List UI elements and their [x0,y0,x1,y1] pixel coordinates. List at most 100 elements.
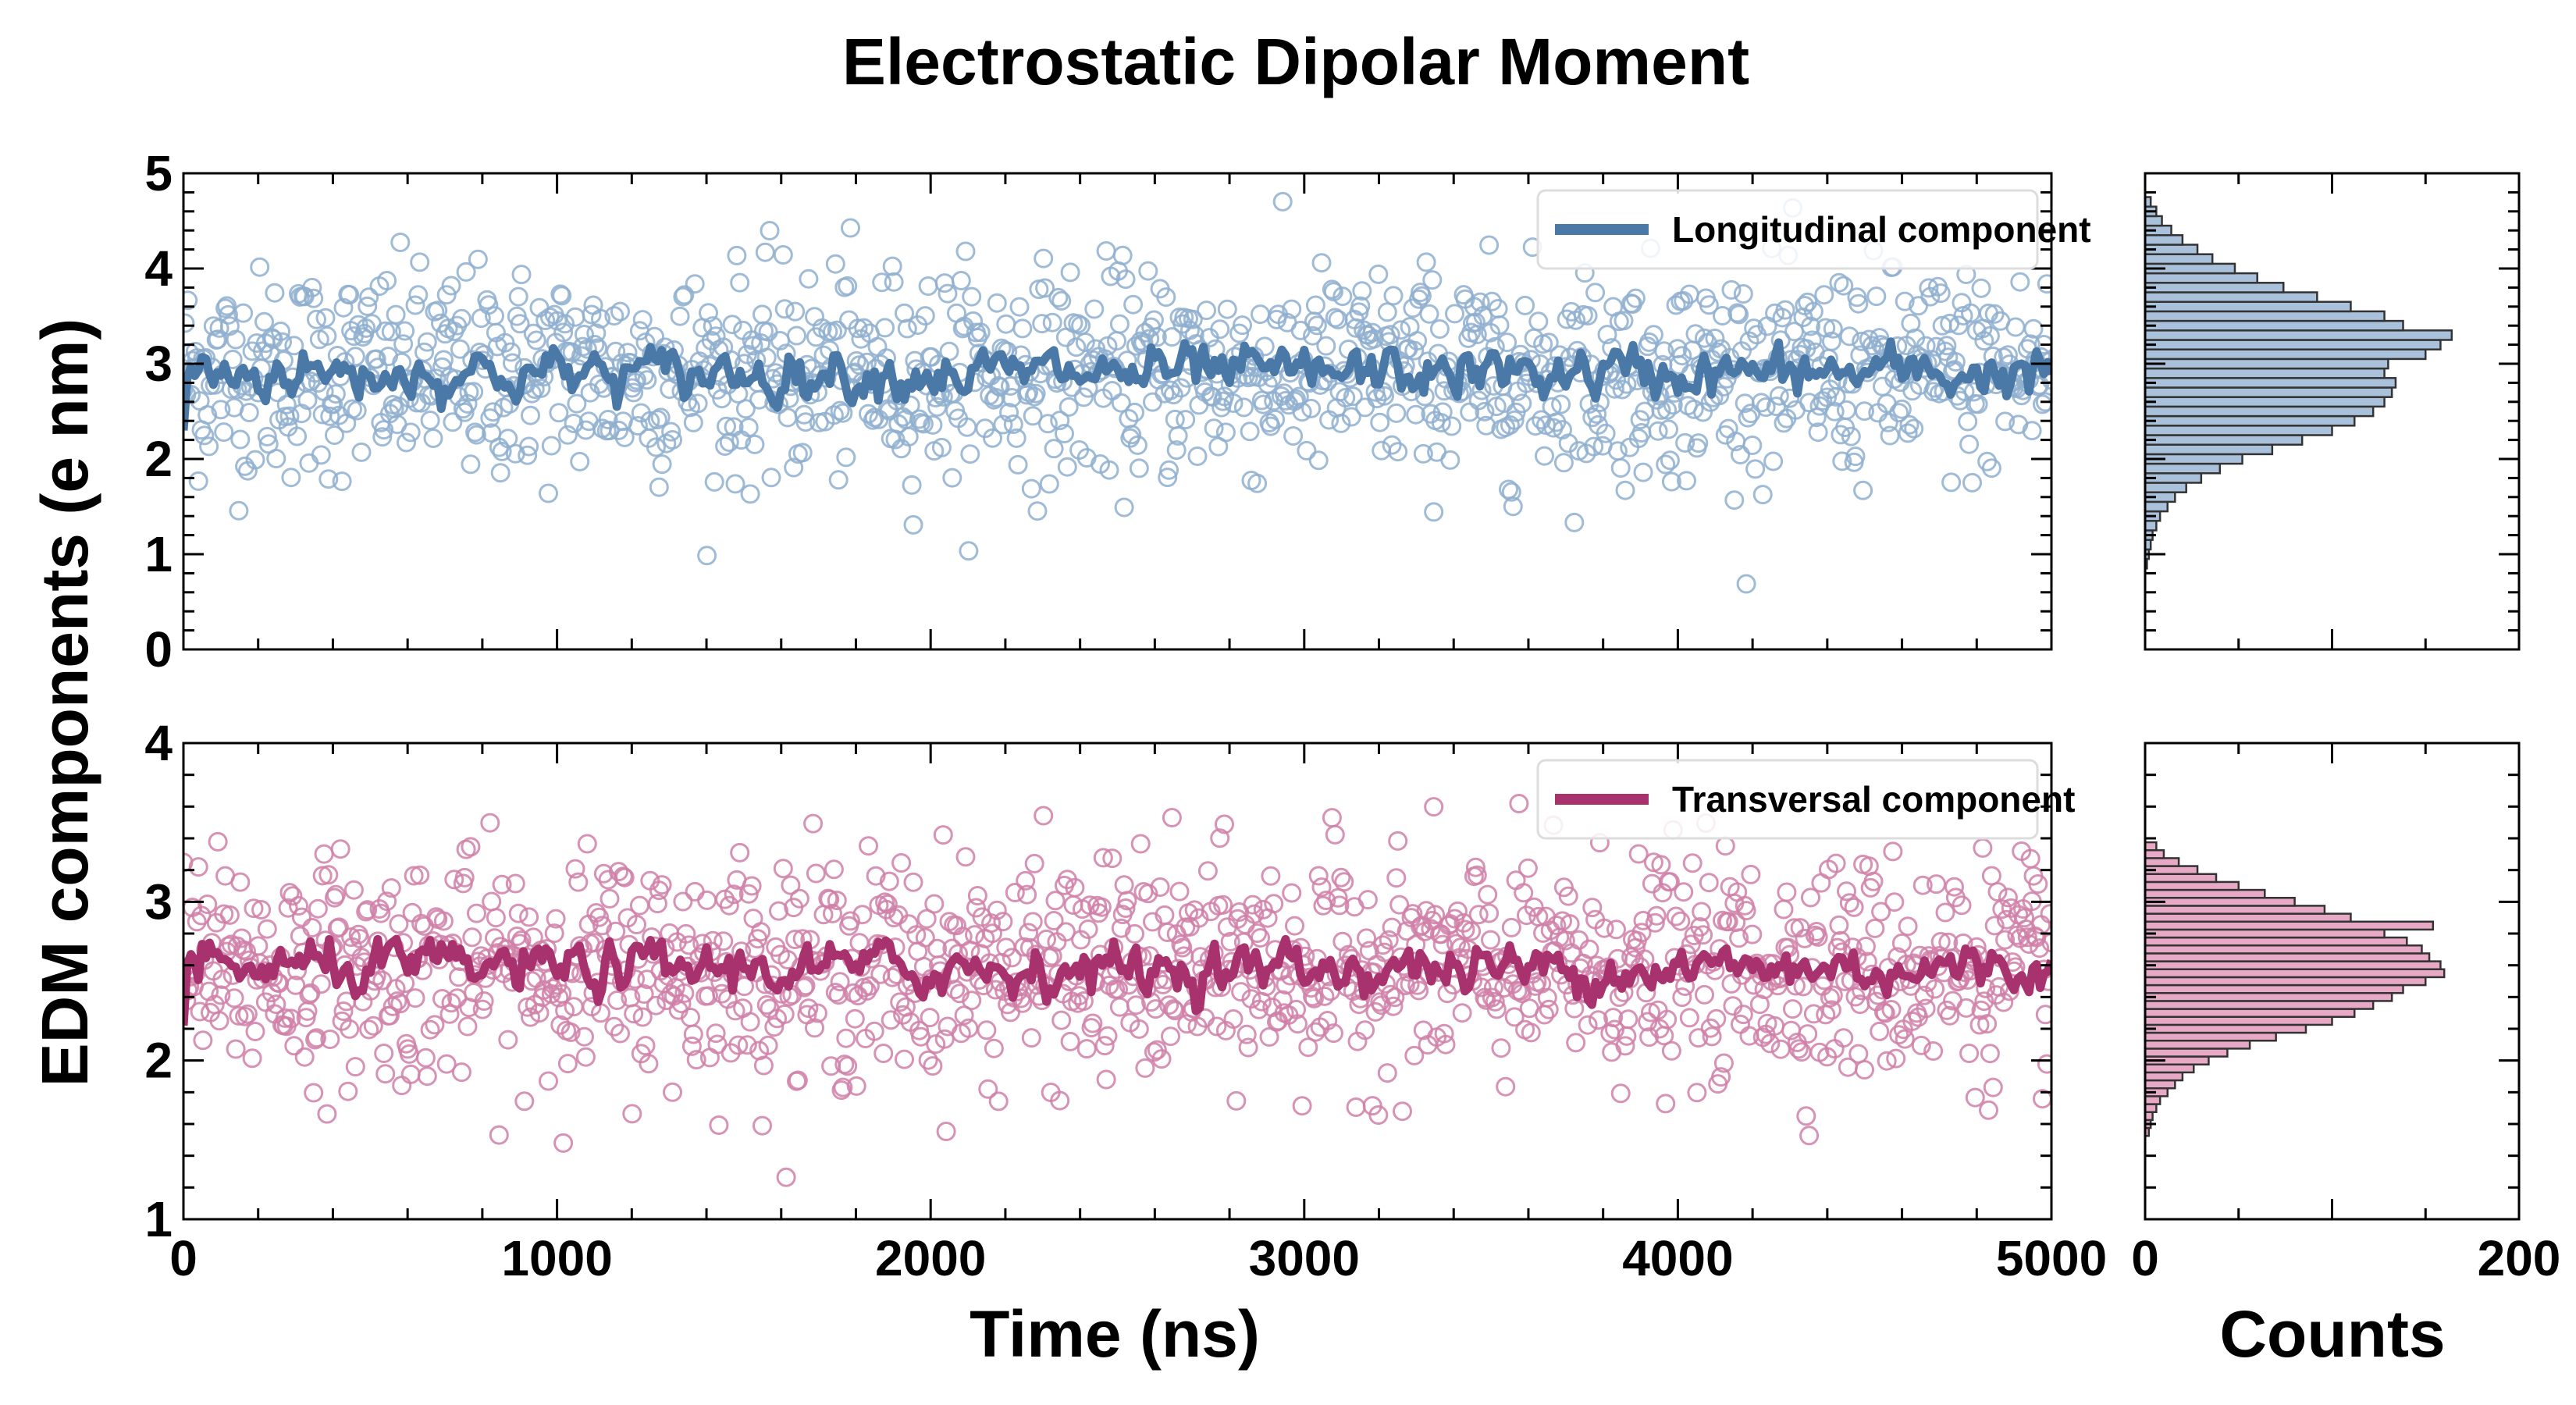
data-point [918,1050,938,1070]
data-point [395,321,415,341]
data-point [230,872,251,892]
data-point [1158,923,1178,942]
data-point [755,242,775,262]
data-point [1708,342,1728,362]
data-point [1129,1019,1149,1039]
data-point [875,892,895,912]
data-point [1379,930,1399,950]
data-point [1512,393,1532,414]
data-point [508,286,528,307]
data-point [1236,1024,1257,1044]
data-point [1721,279,1742,300]
data-point [1889,1025,1909,1045]
data-point [2022,421,2042,441]
data-point [1380,325,1400,345]
data-point [1329,382,1350,402]
data-point [609,862,628,882]
data-point [1537,987,1557,1008]
data-point [785,930,806,949]
data-point [1916,998,1936,1019]
data-point [279,883,300,903]
data-point [688,393,708,414]
data-point [645,326,664,347]
data-point [704,471,724,492]
histogram-bar [2144,405,2375,418]
data-point [760,221,780,240]
data-point [987,900,1007,920]
data-point [1863,871,1884,891]
data-point [317,1104,337,1124]
data-point [1096,241,1116,261]
data-point [1891,933,1912,953]
histogram-bar [2144,425,2333,436]
data-point [575,1047,596,1067]
data-point [289,896,308,916]
data-point [1489,315,1510,335]
data-point [686,1050,706,1070]
data-point [1161,380,1180,400]
data-point [738,418,759,438]
data-point [232,928,252,948]
data-point [1442,416,1462,436]
data-point [1276,975,1296,995]
data-point [1777,882,1797,902]
data-point [325,425,344,445]
data-point [1096,1069,1116,1090]
data-point [1051,1010,1072,1030]
data-point [627,915,646,934]
data-point [1276,390,1296,411]
data-point [230,429,251,450]
data-point [521,405,540,425]
data-point [2041,933,2051,953]
data-point [1334,872,1354,892]
data-point [1517,858,1538,878]
data-point [1866,286,1887,307]
data-point [415,342,434,362]
data-point [784,457,804,478]
data-point [1223,1009,1244,1029]
data-point [959,541,979,561]
data-point [1661,1040,1681,1061]
data-point [1282,883,1302,903]
data-point [1084,299,1105,319]
data-point [188,857,208,877]
data-point [251,900,272,919]
data-point [244,898,264,919]
data-point [1114,875,1134,895]
data-point [492,874,512,895]
data-point [1733,284,1753,304]
data-point [1287,1014,1308,1034]
histogram-bar [2144,377,2397,389]
data-point [1672,346,1692,366]
data-point [1432,934,1453,955]
data-point [988,1091,1009,1112]
data-point [332,471,352,492]
data-point [830,400,850,421]
data-point [1005,883,1025,902]
data-point [1937,336,1957,356]
data-point [756,347,777,368]
data-point [1231,982,1251,1002]
data-point [528,366,548,386]
data-point [1027,501,1048,521]
data-point [629,895,649,916]
data-point [1483,977,1503,998]
data-point [990,377,1010,397]
data-point [1481,930,1500,950]
data-point [1607,441,1628,461]
data-point [1674,291,1694,311]
data-point [999,403,1019,422]
data-point [1467,865,1487,885]
running-average-line [183,934,2051,1026]
data-point [2035,392,2051,412]
data-point [1912,875,1933,895]
data-point [1261,866,1281,886]
data-point [1243,367,1263,386]
data-point [707,1034,728,1055]
data-point [1346,1097,1366,1117]
data-point [1688,1028,1709,1048]
histogram-bar [2144,357,2389,370]
data-point [807,1003,827,1023]
data-point [284,336,304,356]
